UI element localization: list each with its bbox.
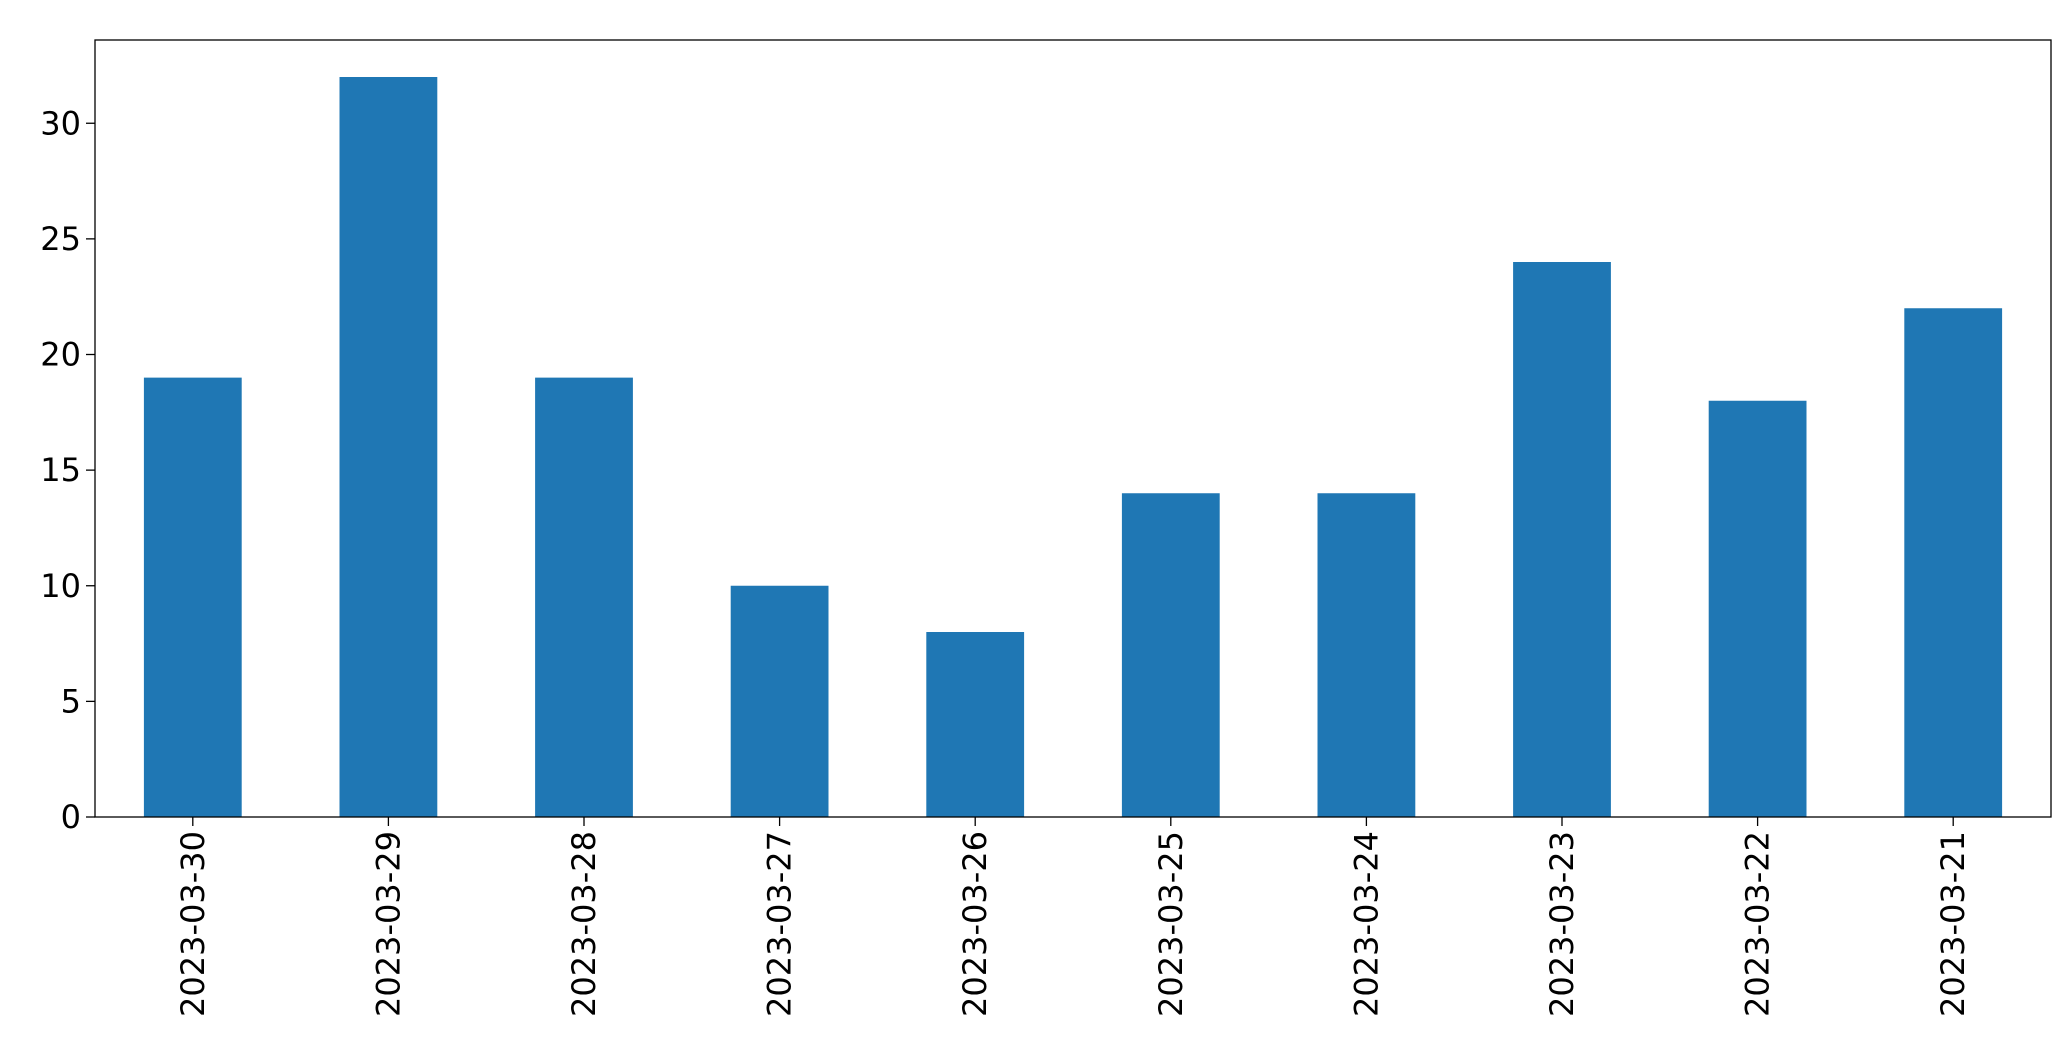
bar bbox=[1904, 308, 2003, 817]
bar bbox=[339, 77, 438, 817]
y-tick-label: 30 bbox=[40, 104, 81, 142]
y-tick-label: 25 bbox=[40, 220, 81, 258]
plot-frame bbox=[94, 39, 2052, 818]
x-tick-label: 2023-03-21 bbox=[1934, 831, 1972, 1017]
y-tick-label: 0 bbox=[61, 798, 81, 836]
x-tick-label: 2023-03-28 bbox=[565, 831, 603, 1017]
bar bbox=[1317, 493, 1416, 817]
bar bbox=[1708, 400, 1807, 817]
x-tick-label: 2023-03-25 bbox=[1152, 831, 1190, 1017]
bar bbox=[143, 377, 242, 817]
x-tick-label: 2023-03-29 bbox=[369, 831, 407, 1017]
y-tick-label: 5 bbox=[61, 682, 81, 720]
bar bbox=[535, 377, 633, 817]
y-tick-label: 20 bbox=[40, 336, 81, 374]
x-tick-label: 2023-03-24 bbox=[1347, 831, 1385, 1017]
bar bbox=[730, 585, 829, 817]
y-tick-label: 10 bbox=[40, 567, 81, 605]
y-tick-label: 15 bbox=[40, 451, 81, 489]
x-tick-label: 2023-03-30 bbox=[174, 831, 212, 1017]
x-tick-label: 2023-03-27 bbox=[761, 831, 799, 1017]
bar bbox=[1121, 493, 1220, 817]
bar bbox=[1513, 262, 1611, 817]
x-tick-label: 2023-03-22 bbox=[1739, 831, 1777, 1017]
x-tick-label: 2023-03-26 bbox=[956, 831, 994, 1017]
bar bbox=[926, 632, 1025, 817]
x-tick-label: 2023-03-23 bbox=[1543, 831, 1581, 1017]
